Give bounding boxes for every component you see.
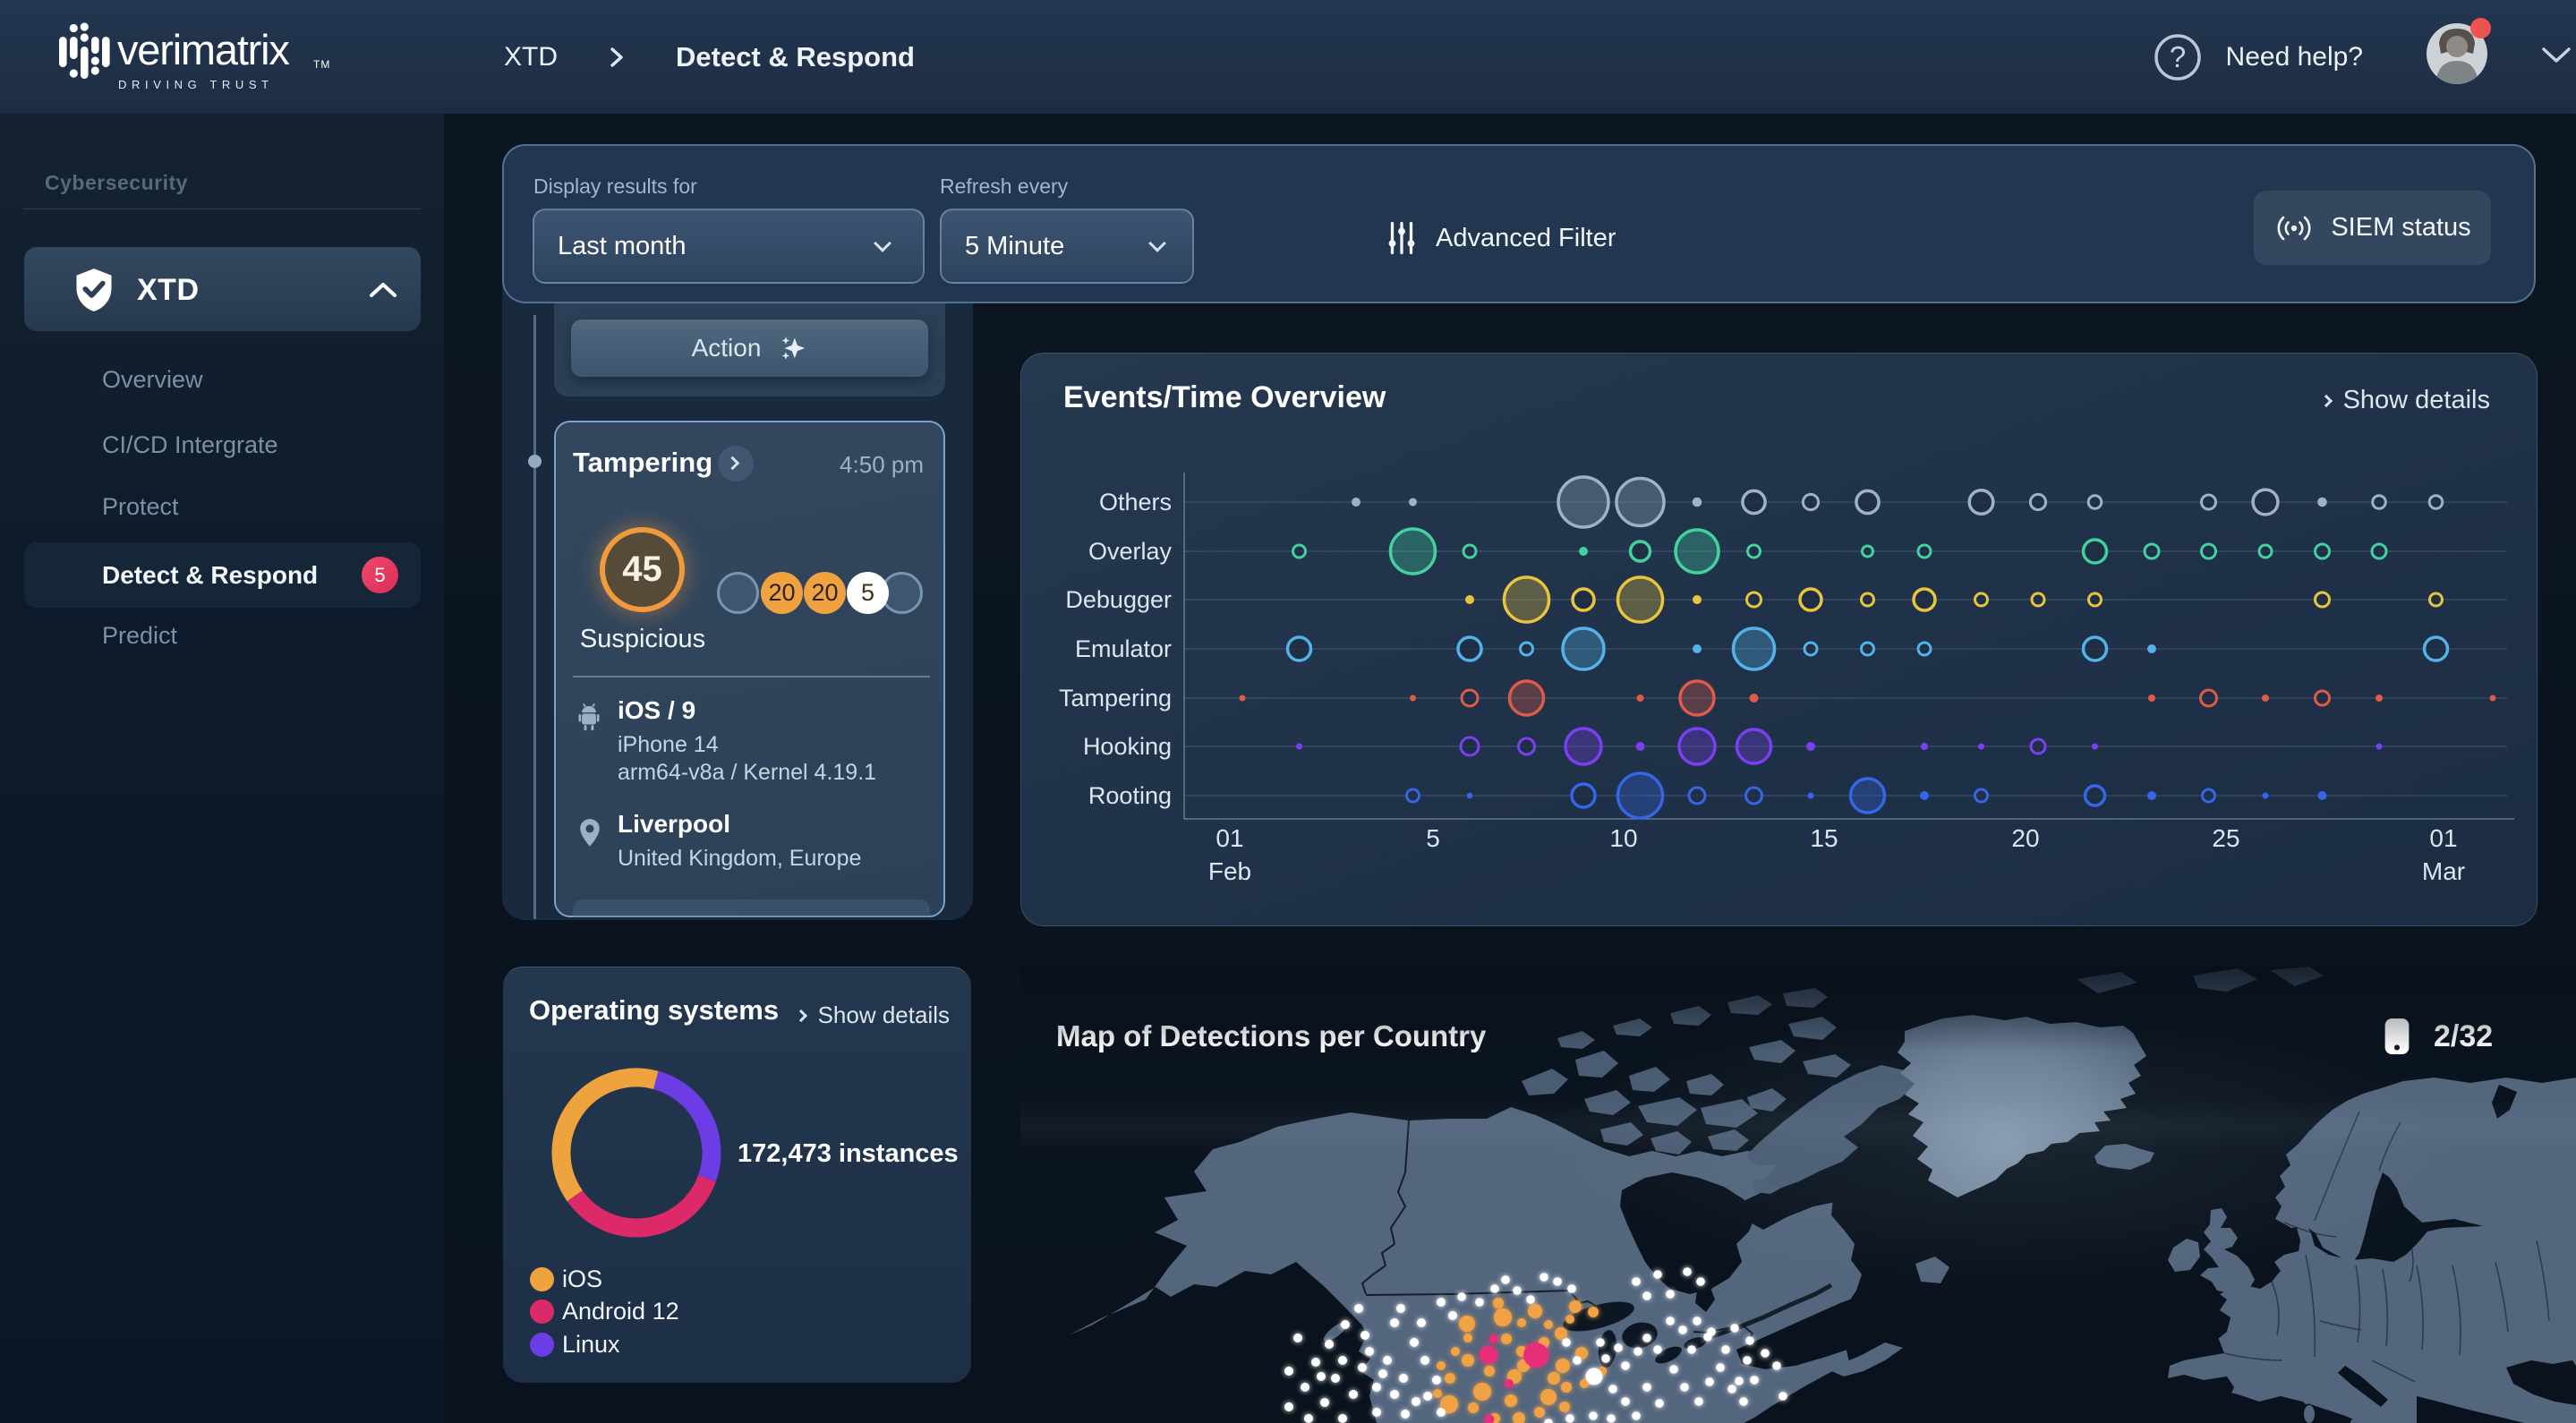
svg-text:Emulator: Emulator (1075, 635, 1172, 662)
svg-text:?: ? (2169, 40, 2185, 73)
svg-text:Feb: Feb (1208, 857, 1251, 885)
svg-text:10: 10 (1609, 824, 1637, 852)
svg-text:DRIVING TRUST: DRIVING TRUST (118, 78, 274, 91)
svg-text:01: 01 (1215, 824, 1243, 852)
svg-text:Tampering: Tampering (1059, 685, 1172, 712)
svg-text:Overlay: Overlay (1088, 538, 1173, 565)
svg-text:Rooting: Rooting (1088, 782, 1172, 809)
svg-text:20: 20 (2011, 824, 2039, 852)
svg-text:TM: TM (313, 58, 330, 71)
svg-text:5: 5 (1426, 824, 1440, 852)
svg-text:Mar: Mar (2422, 857, 2465, 885)
svg-text:Debugger: Debugger (1065, 586, 1172, 613)
svg-text:01: 01 (2429, 824, 2457, 852)
svg-text:15: 15 (1810, 824, 1838, 852)
svg-text:Hooking: Hooking (1083, 733, 1172, 760)
svg-text:25: 25 (2212, 824, 2239, 852)
svg-text:verimatrix: verimatrix (117, 26, 289, 73)
svg-text:Others: Others (1099, 489, 1172, 516)
